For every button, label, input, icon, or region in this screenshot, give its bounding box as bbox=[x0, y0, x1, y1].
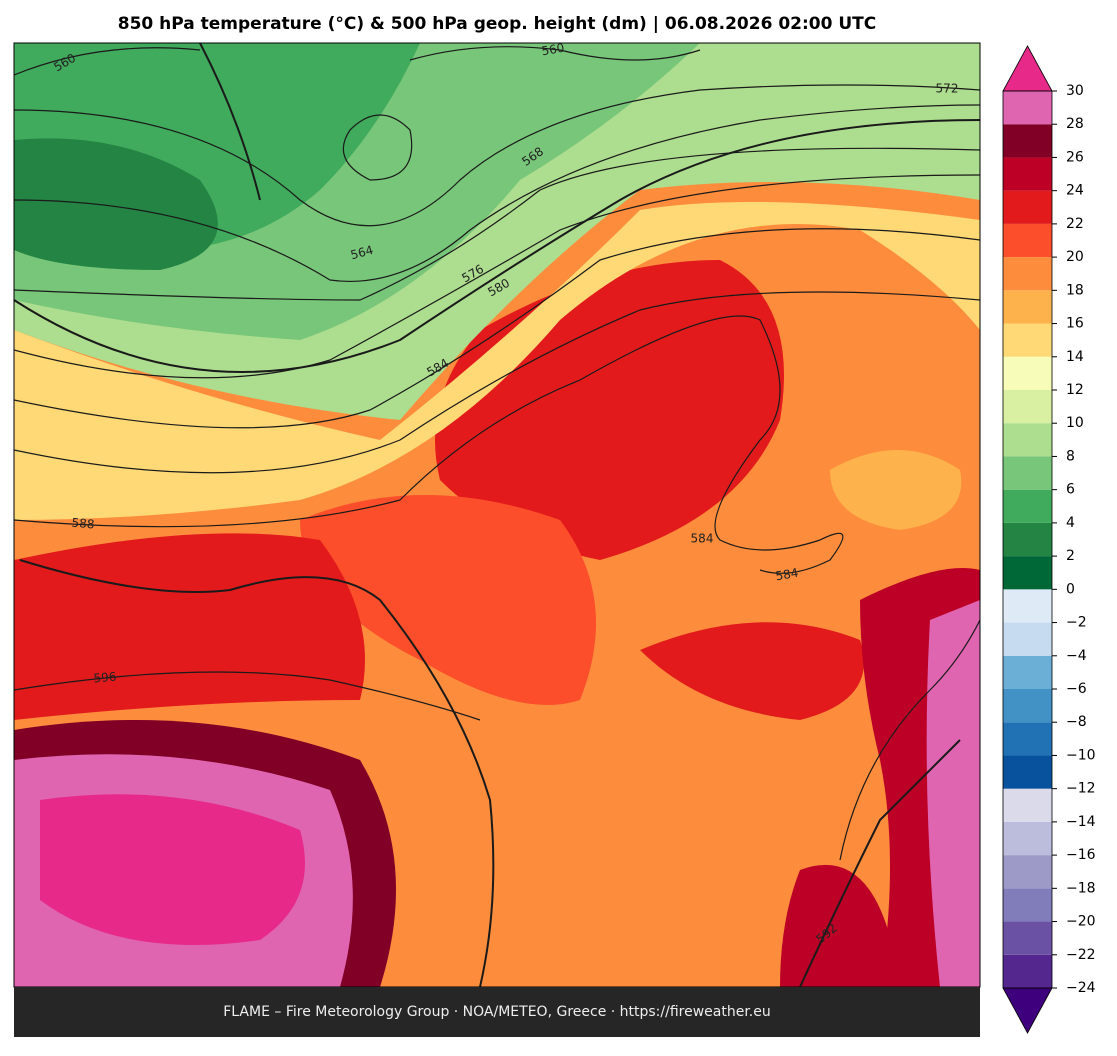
colorbar-tick-label: −24 bbox=[1066, 980, 1096, 996]
colorbar-band bbox=[1003, 855, 1052, 889]
colorbar-tick-label: 0 bbox=[1066, 581, 1075, 597]
colorbar-band bbox=[1003, 589, 1052, 623]
colorbar-band bbox=[1003, 788, 1052, 822]
contour-label: 584 bbox=[774, 566, 799, 584]
colorbar-band bbox=[1003, 755, 1052, 789]
colorbar-under bbox=[1002, 987, 1053, 1034]
title: 850 hPa temperature (°C) & 500 hPa geop.… bbox=[118, 14, 877, 34]
colorbar-tick-label: −4 bbox=[1066, 648, 1087, 664]
colorbar-band bbox=[1003, 522, 1052, 557]
colorbar-tick-label: 14 bbox=[1066, 349, 1084, 365]
contour-label: 596 bbox=[93, 670, 117, 686]
map bbox=[14, 43, 980, 987]
colorbar-tick-label: 2 bbox=[1066, 548, 1075, 564]
colorbar-tick-label: 18 bbox=[1066, 282, 1084, 298]
colorbar-band bbox=[1003, 190, 1052, 224]
colorbar-band bbox=[1003, 689, 1052, 723]
colorbar-tick-label: 16 bbox=[1066, 316, 1084, 332]
contour-label: 588 bbox=[71, 516, 95, 532]
colorbar-band bbox=[1003, 223, 1052, 258]
colorbar-band bbox=[1003, 888, 1052, 922]
colorbar-tick-label: 26 bbox=[1066, 149, 1084, 165]
colorbar-tick-label: 20 bbox=[1066, 249, 1084, 265]
contour-label: 572 bbox=[936, 82, 959, 96]
colorbar-tick-label: 8 bbox=[1066, 448, 1075, 464]
colorbar: −24−22−20−18−16−14−12−10−8−6−4−202468101… bbox=[1002, 45, 1096, 1034]
colorbar-tick-label: 4 bbox=[1066, 515, 1075, 531]
colorbar-band bbox=[1003, 356, 1052, 390]
colorbar-tick-label: 22 bbox=[1066, 216, 1084, 232]
colorbar-tick-label: −8 bbox=[1066, 714, 1087, 730]
colorbar-band bbox=[1003, 257, 1052, 291]
colorbar-band bbox=[1003, 290, 1052, 324]
colorbar-tick-label: 6 bbox=[1066, 482, 1075, 498]
colorbar-tick-label: 30 bbox=[1066, 83, 1084, 99]
colorbar-tick-label: −18 bbox=[1066, 880, 1096, 896]
colorbar-tick-label: −2 bbox=[1066, 615, 1087, 631]
colorbar-band bbox=[1003, 423, 1052, 457]
footer: FLAME – Fire Meteorology Group · NOA/MET… bbox=[223, 1004, 771, 1020]
contour-label: 564 bbox=[349, 243, 375, 262]
colorbar-tick-label: −10 bbox=[1066, 747, 1096, 763]
colorbar-band bbox=[1003, 323, 1052, 357]
colorbar-band bbox=[1003, 655, 1052, 689]
colorbar-tick-label: −16 bbox=[1066, 847, 1096, 863]
colorbar-band bbox=[1003, 821, 1052, 856]
colorbar-band bbox=[1003, 622, 1052, 656]
footer-bar bbox=[14, 987, 980, 1037]
colorbar-tick-label: −20 bbox=[1066, 914, 1096, 930]
colorbar-tick-label: 10 bbox=[1066, 415, 1084, 431]
colorbar-band bbox=[1003, 157, 1052, 191]
colorbar-band bbox=[1003, 556, 1052, 590]
colorbar-band bbox=[1003, 91, 1052, 125]
colorbar-tick-label: −22 bbox=[1066, 947, 1096, 963]
colorbar-band bbox=[1003, 722, 1052, 756]
colorbar-band bbox=[1003, 954, 1052, 988]
colorbar-band bbox=[1003, 390, 1052, 424]
colorbar-over bbox=[1002, 45, 1053, 92]
colorbar-tick-label: 28 bbox=[1066, 116, 1084, 132]
colorbar-band bbox=[1003, 124, 1052, 158]
colorbar-band bbox=[1003, 489, 1052, 523]
contour-label: 584 bbox=[691, 532, 714, 546]
colorbar-frame bbox=[1002, 90, 1053, 989]
colorbar-band bbox=[1003, 921, 1052, 955]
colorbar-band bbox=[1003, 456, 1052, 490]
colorbar-tick-label: −6 bbox=[1066, 681, 1087, 697]
colorbar-tick-label: 12 bbox=[1066, 382, 1084, 398]
colorbar-tick-label: 24 bbox=[1066, 183, 1084, 199]
contour-label: 560 bbox=[540, 41, 565, 59]
colorbar-tick-label: −12 bbox=[1066, 781, 1096, 797]
colorbar-tick-label: −14 bbox=[1066, 814, 1096, 830]
